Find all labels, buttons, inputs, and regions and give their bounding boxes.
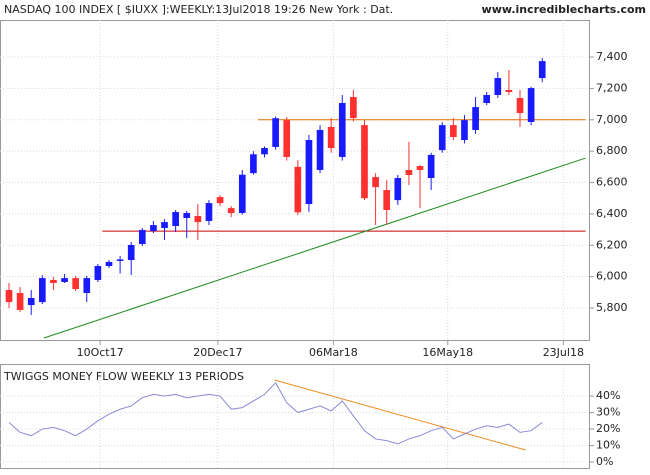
indicator-line — [8, 381, 543, 445]
indicator-title: TWIGGS MONEY FLOW WEEKLY 13 PERIODS — [3, 370, 244, 383]
trend-line — [43, 157, 586, 339]
candle-body — [294, 166, 302, 213]
x-tick-label: 06Mar18 — [309, 346, 358, 359]
y-tick-label: 0% — [596, 455, 613, 468]
candle-body — [5, 290, 13, 303]
candle-body — [261, 148, 268, 155]
candle-body — [250, 154, 257, 174]
candle-body — [27, 298, 35, 306]
candle-body — [127, 244, 135, 261]
candle-body — [183, 212, 191, 218]
y-tick-label: 40% — [596, 389, 620, 402]
y-tick-label: 6,200 — [596, 238, 628, 251]
candle-body — [372, 177, 379, 188]
candle-body — [350, 97, 357, 119]
price-panel-frame — [0, 20, 590, 341]
candle-body — [450, 125, 457, 138]
candle-body — [338, 102, 346, 157]
candle-body — [94, 266, 102, 280]
candle-body — [283, 120, 291, 157]
candle-body — [527, 88, 535, 122]
candle-body — [16, 292, 24, 310]
candle-body — [227, 208, 235, 213]
y-tick-label: 7,000 — [596, 113, 628, 126]
trend-line — [274, 379, 526, 451]
candle-body — [394, 177, 402, 201]
candle-body — [516, 97, 524, 114]
candle-body — [50, 279, 57, 283]
candle-body — [216, 196, 224, 204]
candle-body — [405, 169, 413, 176]
candle-body — [150, 225, 157, 232]
candle-body — [538, 61, 546, 79]
y-tick-label: 6,000 — [596, 270, 628, 283]
indicator-panel-frame — [0, 364, 590, 469]
candle-body — [383, 190, 391, 210]
y-tick-label: 6,600 — [596, 176, 628, 189]
source: www.incrediblecharts.com — [482, 3, 646, 16]
candle-body — [494, 78, 502, 95]
y-tick-label: 10% — [596, 439, 620, 452]
candle-body — [272, 118, 279, 147]
candle-body — [238, 174, 246, 213]
candle-body — [172, 212, 179, 226]
y-tick-label: 6,800 — [596, 144, 628, 157]
y-tick-label: 30% — [596, 406, 620, 419]
candle-body — [161, 222, 168, 229]
candle-body — [205, 203, 213, 221]
candle-body — [438, 125, 446, 151]
candle-body — [138, 229, 146, 245]
y-tick-label: 7,200 — [596, 81, 628, 94]
candle-body — [61, 278, 68, 283]
candle-body — [327, 127, 335, 149]
candle-body — [83, 278, 91, 293]
x-tick-label: 16May18 — [422, 346, 473, 359]
candle-body — [416, 166, 424, 170]
candle-body — [316, 129, 324, 170]
candle-body — [472, 107, 479, 130]
candle-body — [305, 140, 313, 205]
y-tick-label: 5,800 — [596, 301, 628, 314]
x-tick-label: 10Oct17 — [77, 346, 124, 359]
candle-body — [361, 125, 368, 199]
y-tick-label: 7,400 — [596, 50, 628, 63]
y-tick-label: 20% — [596, 422, 620, 435]
candle-body — [483, 94, 491, 103]
chart-title: NASDAQ 100 INDEX [ $IUXX ]:WEEKLY:13Jul2… — [4, 3, 393, 16]
x-tick-label: 23Jul18 — [543, 346, 584, 359]
y-tick-label: 6,400 — [596, 207, 628, 220]
candle-body — [194, 215, 202, 223]
candle-body — [72, 278, 79, 290]
candle-body — [38, 278, 46, 303]
candle-body — [427, 154, 435, 178]
x-tick-label: 20Dec17 — [193, 346, 242, 359]
candle-body — [116, 259, 124, 261]
candle-body — [105, 261, 113, 267]
candle-body — [505, 89, 513, 93]
candle-body — [461, 120, 468, 141]
